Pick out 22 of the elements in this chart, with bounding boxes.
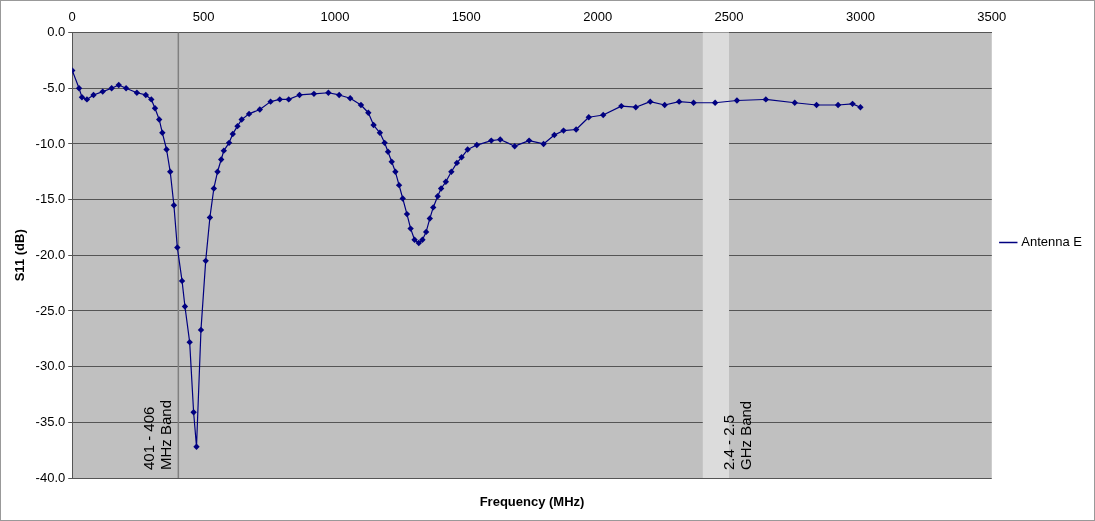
- band-label: 401 - 406 MHz Band: [140, 399, 175, 470]
- y-tick-label: -5.0: [42, 79, 66, 95]
- x-tick-label: 1500: [451, 9, 481, 25]
- y-tick-label: -10.0: [35, 135, 66, 151]
- x-tick-label: 3500: [977, 9, 1007, 25]
- y-tick-label: -30.0: [35, 358, 66, 374]
- x-tick-label: 3000: [845, 9, 875, 25]
- x-axis-title: Frequency (MHz): [479, 494, 585, 510]
- y-tick-label: -20.0: [35, 246, 66, 262]
- y-axis-title: S11 (dB): [12, 229, 28, 282]
- band-label: 2.4 - 2.5 GHz Band: [720, 400, 755, 470]
- y-tick-label: -40.0: [35, 469, 66, 485]
- x-tick-label: 2500: [714, 9, 744, 25]
- legend-label: Antenna E: [1021, 234, 1083, 250]
- x-tick-label: 500: [192, 9, 215, 25]
- x-tick-label: 1000: [320, 9, 350, 25]
- x-tick-label: 2000: [583, 9, 613, 25]
- y-tick-label: 0.0: [47, 24, 66, 40]
- y-tick-label: -15.0: [35, 191, 66, 207]
- x-tick-label: 0: [68, 9, 76, 25]
- y-tick-label: -25.0: [35, 302, 66, 318]
- y-tick-label: -35.0: [35, 413, 66, 429]
